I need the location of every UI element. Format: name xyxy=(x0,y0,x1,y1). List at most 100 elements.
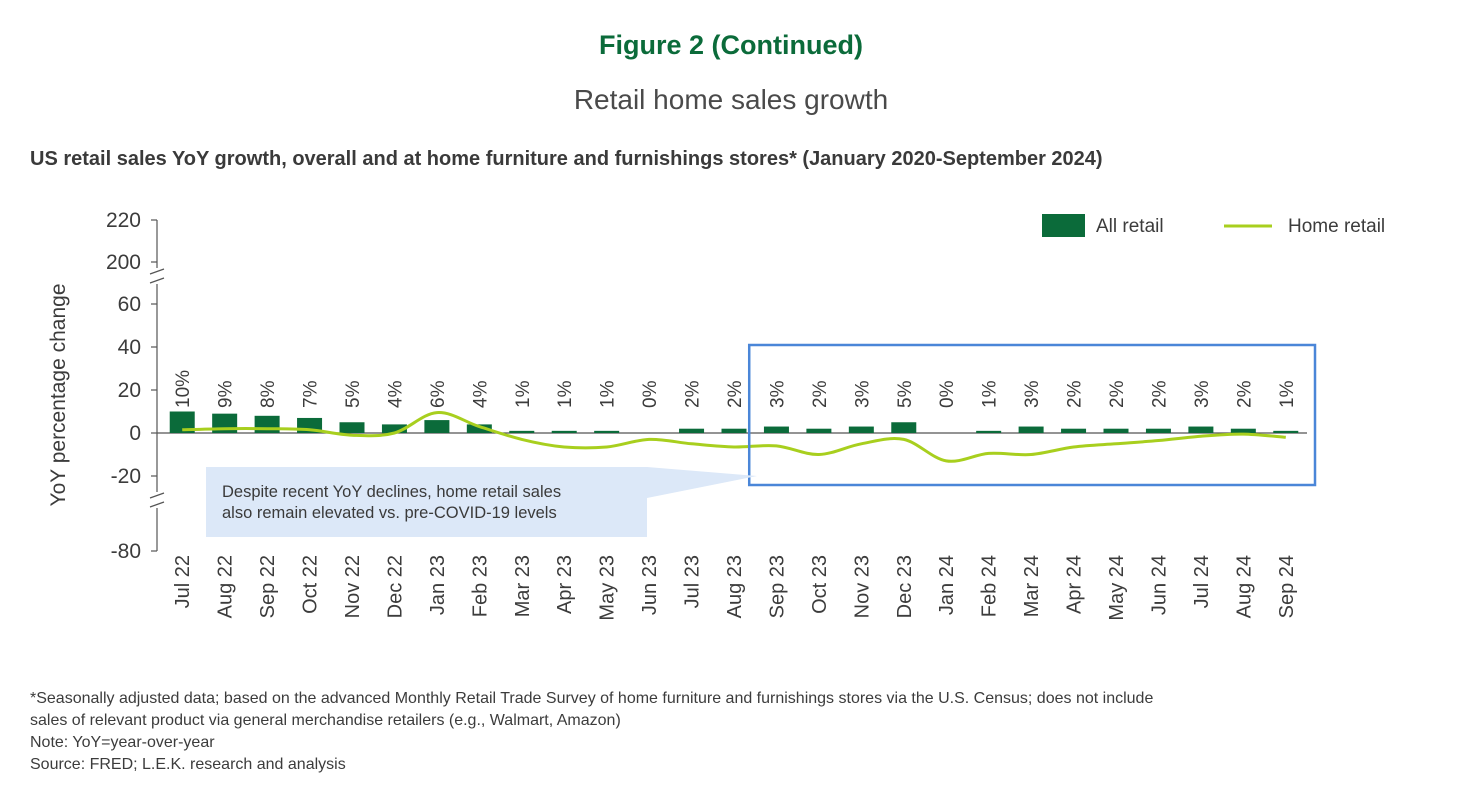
all-retail-bars xyxy=(169,411,1299,433)
x-tick-jan-23: Jan 23 xyxy=(427,555,449,615)
x-tick-nov-23: Nov 23 xyxy=(851,555,873,618)
bar-all-retail-nov-23 xyxy=(848,426,874,433)
bar-all-retail-jul-22 xyxy=(169,411,195,433)
bar-label-may-23: 1% xyxy=(598,380,619,408)
bar-label-apr-24: 2% xyxy=(1065,380,1086,408)
legend-home-retail-label: Home retail xyxy=(1288,216,1385,237)
x-tick-oct-22: Oct 22 xyxy=(300,555,322,614)
bar-all-retail-aug-23 xyxy=(721,428,747,433)
y-tick-label: -20 xyxy=(111,465,141,488)
bar-label-mar-23: 1% xyxy=(513,380,534,408)
bar-all-retail-dec-23 xyxy=(891,422,917,433)
bar-all-retail-mar-24 xyxy=(1018,426,1044,433)
bar-all-retail-jul-24 xyxy=(1188,426,1214,433)
home-retail-line-layer xyxy=(182,411,1286,463)
x-tick-mar-24: Mar 24 xyxy=(1021,555,1043,617)
bar-all-retail-sep-23 xyxy=(763,426,789,433)
chart-legend: All retail Home retail xyxy=(1042,214,1385,237)
bar-all-retail-feb-23 xyxy=(466,424,492,433)
bar-label-jun-24: 2% xyxy=(1149,380,1170,408)
bar-label-aug-24: 2% xyxy=(1234,380,1255,408)
bar-label-nov-23: 3% xyxy=(852,380,873,408)
bar-all-retail-may-23 xyxy=(594,430,620,433)
y-tick-label: 0 xyxy=(129,422,141,445)
bar-label-may-24: 2% xyxy=(1107,380,1128,408)
y-tick-label: 200 xyxy=(106,251,141,274)
callout-text-line-1: Despite recent YoY declines, home retail… xyxy=(222,483,561,501)
annotation-callout: Despite recent YoY declines, home retail… xyxy=(206,343,1317,537)
bar-label-aug-22: 9% xyxy=(216,380,237,408)
bar-all-retail-apr-24 xyxy=(1061,428,1087,433)
bar-all-retail-may-24 xyxy=(1103,428,1129,433)
bar-label-dec-23: 5% xyxy=(895,380,916,408)
axis-break-mark-1b xyxy=(149,501,165,508)
axis-break-mark-0a xyxy=(149,268,165,275)
y-tick-label: 40 xyxy=(118,336,141,359)
bar-label-jan-23: 6% xyxy=(428,380,449,408)
bar-label-sep-24: 1% xyxy=(1277,380,1298,408)
chart-title: US retail sales YoY growth, overall and … xyxy=(30,148,1103,170)
bar-label-sep-23: 3% xyxy=(767,380,788,408)
x-tick-sep-22: Sep 22 xyxy=(257,555,279,618)
bar-label-jun-23: 0% xyxy=(640,380,661,408)
bar-all-retail-sep-24 xyxy=(1273,430,1299,433)
home-retail-line xyxy=(182,411,1286,463)
bar-label-aug-23: 2% xyxy=(725,380,746,408)
bar-all-retail-mar-23 xyxy=(509,430,535,433)
figure-title: Figure 2 (Continued) xyxy=(599,30,863,60)
x-tick-aug-23: Aug 23 xyxy=(724,555,746,618)
highlight-box xyxy=(747,343,1317,487)
bar-all-retail-nov-22 xyxy=(339,422,365,433)
footnote-line-1: *Seasonally adjusted data; based on the … xyxy=(30,690,1154,707)
bar-label-feb-24: 1% xyxy=(980,380,1001,408)
bar-all-retail-jan-23 xyxy=(424,420,450,433)
y-tick-label: 20 xyxy=(118,379,141,402)
x-tick-apr-23: Apr 23 xyxy=(554,555,576,614)
footnotes: *Seasonally adjusted data; based on the … xyxy=(30,688,1153,776)
bar-label-mar-24: 3% xyxy=(1022,380,1043,408)
x-tick-jun-24: Jun 24 xyxy=(1148,555,1170,615)
bar-value-labels: 10% 9% 8% 7% 5% 4% 6% 4% 1% 1% 1% 0% 2% 2% 3% 2% 3% 5% 0% 1… xyxy=(173,370,1298,408)
x-tick-sep-23: Sep 23 xyxy=(766,555,788,618)
figure-subtitle: Retail home sales growth xyxy=(573,84,889,115)
x-tick-feb-24: Feb 24 xyxy=(979,555,1001,617)
bar-label-jul-24: 3% xyxy=(1192,380,1213,408)
x-tick-labels: Jul 22 Aug 22 Sep 22 Oct 22 Nov 22 Dec 22 Jan … xyxy=(172,555,1298,621)
bar-all-retail-sep-22 xyxy=(254,415,280,433)
bar-label-dec-22: 4% xyxy=(385,380,406,408)
bar-all-retail-feb-24 xyxy=(976,430,1002,433)
bar-all-retail-jul-23 xyxy=(679,428,705,433)
legend-all-retail-label: All retail xyxy=(1096,216,1164,237)
callout-text-line-2: also remain elevated vs. pre-COVID-19 le… xyxy=(222,504,557,522)
x-tick-jul-23: Jul 23 xyxy=(682,555,704,608)
x-tick-aug-24: Aug 24 xyxy=(1233,555,1255,618)
legend-all-retail-swatch xyxy=(1042,214,1085,237)
y-tick-label: 220 xyxy=(106,209,141,232)
x-tick-jan-24: Jan 24 xyxy=(936,555,958,615)
x-tick-dec-23: Dec 23 xyxy=(894,555,916,618)
bar-label-sep-22: 8% xyxy=(258,380,279,408)
y-tick-label: -80 xyxy=(111,540,141,563)
x-tick-oct-23: Oct 23 xyxy=(809,555,831,614)
footnote-line-2: sales of relevant product via general me… xyxy=(30,712,621,729)
x-tick-jun-23: Jun 23 xyxy=(639,555,661,615)
x-tick-nov-22: Nov 22 xyxy=(342,555,364,618)
bar-all-retail-oct-23 xyxy=(806,428,832,433)
bar-label-jul-22: 10% xyxy=(173,370,194,408)
bar-label-jan-24: 0% xyxy=(937,380,958,408)
bar-all-retail-apr-23 xyxy=(551,430,577,433)
x-tick-mar-23: Mar 23 xyxy=(512,555,534,617)
footnote-source: Source: FRED; L.E.K. research and analys… xyxy=(30,756,346,773)
y-tick-label: 60 xyxy=(118,293,141,316)
bar-label-apr-23: 1% xyxy=(555,380,576,408)
bar-label-nov-22: 5% xyxy=(343,380,364,408)
bar-label-feb-23: 4% xyxy=(470,380,491,408)
axis-break-mark-0b xyxy=(149,277,165,284)
bar-all-retail-jun-24 xyxy=(1145,428,1171,433)
bar-all-retail-dec-22 xyxy=(381,424,407,433)
bar-label-oct-23: 2% xyxy=(810,380,831,408)
bar-all-retail-aug-24 xyxy=(1230,428,1256,433)
y-axis-title: YoY percentage change xyxy=(47,283,70,506)
